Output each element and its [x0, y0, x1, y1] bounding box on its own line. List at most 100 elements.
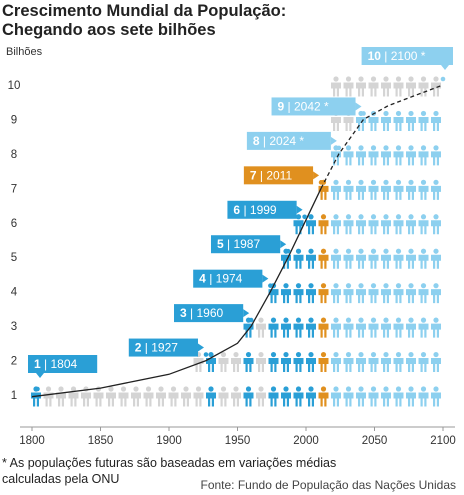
person-head: [208, 386, 214, 392]
person-icon: [318, 248, 329, 269]
person-body: [330, 151, 341, 166]
y-tick-label: 5: [11, 252, 17, 264]
person-body: [255, 358, 266, 373]
person-icon: [430, 179, 441, 200]
person-head: [308, 386, 314, 392]
person-icon: [380, 145, 391, 166]
person-body: [305, 220, 316, 235]
person-icon: [355, 283, 366, 304]
milestone-pointer: [280, 240, 287, 249]
person-head: [433, 110, 439, 117]
person-body: [293, 358, 304, 373]
person-head: [320, 283, 327, 289]
person-body: [405, 392, 416, 407]
milestone-year: | 1999: [243, 203, 276, 217]
person-head: [358, 283, 364, 289]
person-head: [345, 317, 352, 323]
person-head: [358, 317, 364, 323]
milestone-label-text: 6 | 1999: [233, 203, 276, 217]
person-icon: [393, 145, 404, 166]
person-head: [345, 386, 352, 392]
person-head: [383, 76, 389, 82]
milestone-box-bg: [174, 304, 244, 323]
person-body: [330, 358, 341, 373]
milestone-label-box: 7 | 2011: [243, 166, 320, 185]
person-body: [405, 358, 416, 373]
person-head: [245, 386, 252, 392]
person-icon: [305, 283, 316, 304]
person-body: [393, 392, 404, 407]
person-icon: [393, 386, 404, 407]
person-head: [395, 317, 402, 323]
title-line-1: Crescimento Mundial da População:: [2, 2, 287, 20]
person-icon: [380, 110, 391, 131]
person-head: [333, 351, 339, 358]
person-body: [393, 185, 404, 200]
person-body: [355, 358, 366, 373]
person-icon: [343, 76, 354, 97]
milestone-number: 6: [233, 203, 243, 217]
person-body: [343, 358, 354, 373]
person-icon: [343, 283, 354, 304]
x-tick-label: 2100: [430, 435, 456, 447]
milestone-box-bg: [271, 97, 356, 116]
milestone-dot: [336, 145, 342, 151]
person-head: [420, 110, 427, 117]
person-body: [343, 82, 354, 97]
person-body: [218, 358, 229, 373]
person-body: [280, 289, 291, 304]
person-icon: [268, 351, 279, 373]
milestone-dot: [268, 283, 273, 288]
person-body: [255, 392, 266, 407]
person-head: [408, 145, 414, 151]
person-body: [131, 392, 141, 407]
person-head: [420, 179, 427, 185]
person-icon: [343, 351, 354, 373]
person-icon: [255, 351, 266, 373]
footnote: * As populações futuras são baseadas em …: [2, 455, 382, 487]
person-body: [305, 323, 316, 338]
person-body: [393, 151, 404, 166]
milestone-box-bg: [193, 269, 263, 288]
person-head: [395, 386, 402, 392]
person-body: [355, 289, 366, 304]
person-body: [343, 220, 354, 235]
person-head: [395, 145, 402, 151]
y-tick-label: 6: [11, 218, 17, 230]
milestone-label-box: 2 | 1927: [128, 338, 204, 357]
person-body: [380, 289, 391, 304]
person-icon: [343, 179, 354, 200]
person-icon: [343, 317, 354, 338]
person-head: [233, 386, 239, 392]
person-body: [418, 323, 429, 338]
person-body: [430, 392, 441, 407]
person-icon: [393, 317, 404, 338]
person-body: [280, 358, 291, 373]
person-head: [283, 351, 289, 358]
person-head: [433, 386, 439, 392]
person-body: [206, 358, 216, 373]
person-icon: [305, 248, 316, 269]
person-icon: [380, 214, 391, 235]
person-body: [268, 392, 279, 407]
person-head: [183, 386, 189, 392]
milestone-pointer: [441, 65, 449, 70]
person-body: [368, 392, 379, 407]
person-body: [305, 289, 316, 304]
person-head: [345, 214, 352, 220]
person-icon: [430, 386, 441, 407]
person-head: [395, 214, 402, 220]
person-body: [418, 185, 429, 200]
person-icon: [355, 248, 366, 269]
person-body: [405, 220, 416, 235]
person-body: [56, 392, 66, 407]
person-head: [383, 283, 389, 289]
person-body: [380, 323, 391, 338]
person-icon: [243, 386, 254, 407]
person-body: [393, 116, 404, 131]
person-icon: [380, 179, 391, 200]
person-icon: [405, 179, 416, 200]
person-head: [133, 386, 139, 392]
person-body: [343, 289, 354, 304]
milestone-label-box: 1 | 1804: [28, 355, 98, 378]
